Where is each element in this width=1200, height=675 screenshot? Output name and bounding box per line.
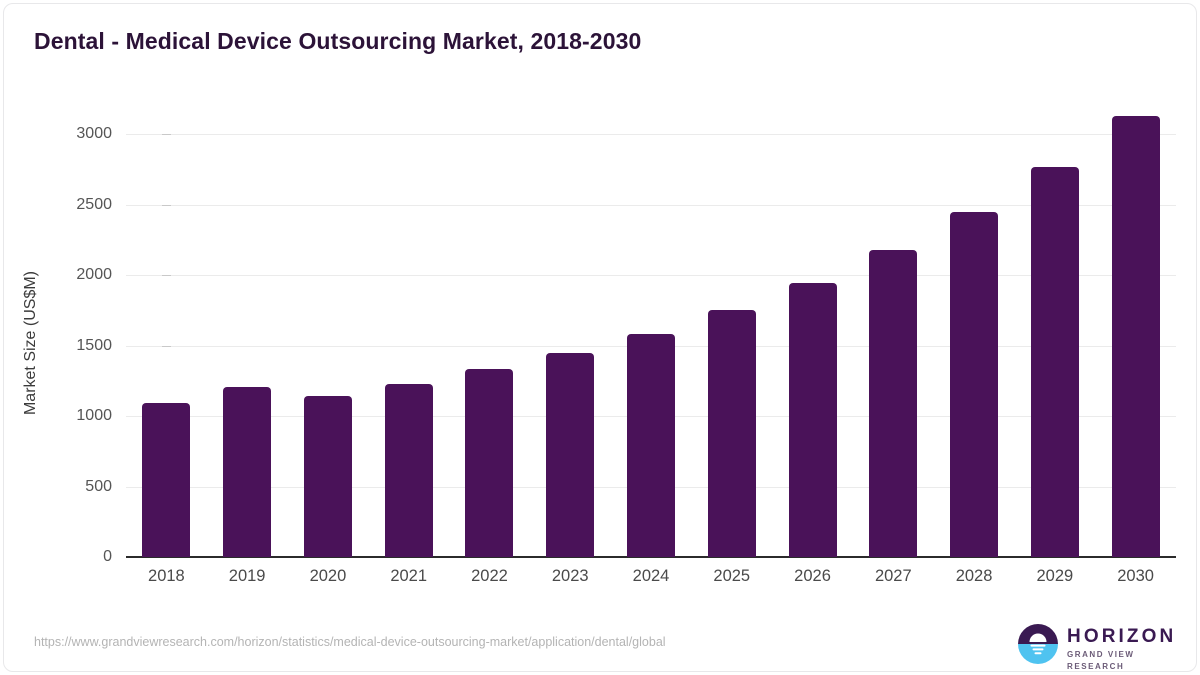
bar-2030[interactable] bbox=[1111, 116, 1160, 557]
bar-2021[interactable] bbox=[384, 384, 433, 557]
x-tick-label-2023: 2023 bbox=[551, 567, 589, 585]
plot-area: Market Size (US$M) 0 500 1000 1500 2000 2500 3… bbox=[4, 4, 1200, 675]
horizon-logo[interactable]: HORIZON GRAND VIEW RESEARCH bbox=[1017, 621, 1177, 671]
page-title: Dental - Medical Device Outsourcing Mark… bbox=[34, 28, 642, 54]
x-axis-ticks: 2018 2019 2020 2021 2022 2023 2024 2025 2026 2027… bbox=[126, 567, 1176, 597]
x-axis-line bbox=[126, 556, 1176, 558]
y-tick-label: 1500 bbox=[76, 336, 112, 354]
logo-tagline: GRAND VIEW RESEARCH bbox=[1067, 650, 1135, 671]
x-tick-label-2021: 2021 bbox=[390, 567, 428, 585]
y-tick-label: 1000 bbox=[76, 407, 112, 424]
horizon-logo-icon bbox=[1018, 624, 1058, 664]
logo-wordmark: HORIZON bbox=[1067, 626, 1177, 647]
bar-2026[interactable] bbox=[788, 282, 837, 557]
x-tick-label-2024: 2024 bbox=[632, 567, 670, 585]
y-tick-label: 0 bbox=[103, 548, 112, 565]
bar-2023[interactable] bbox=[546, 353, 595, 557]
y-tick-label: 2500 bbox=[76, 195, 112, 213]
x-tick-label-2019: 2019 bbox=[228, 567, 266, 585]
logo-text: HORIZON GRAND VIEW RESEARCH bbox=[1067, 627, 1177, 673]
x-tick-label-2029: 2029 bbox=[1036, 567, 1074, 585]
y-tick-label: 500 bbox=[85, 477, 112, 495]
bar-2024[interactable] bbox=[627, 333, 675, 557]
x-tick-label-2025: 2025 bbox=[713, 567, 751, 585]
bar-2019[interactable] bbox=[223, 387, 272, 557]
gridline bbox=[126, 204, 1176, 206]
y-tick-mark bbox=[162, 275, 171, 276]
bar-2018[interactable] bbox=[142, 403, 191, 557]
bar-2022[interactable] bbox=[465, 369, 514, 557]
y-tick-mark bbox=[162, 204, 171, 206]
bar-2028[interactable] bbox=[950, 212, 999, 557]
x-tick-label-2027: 2027 bbox=[874, 567, 912, 585]
chart-card: Dental - Medical Device Outsourcing Mark… bbox=[3, 3, 1197, 672]
bar-series bbox=[126, 4, 1176, 675]
y-tick-mark bbox=[162, 345, 171, 347]
x-tick-label-2030: 2030 bbox=[1117, 567, 1154, 585]
y-axis-ticks: 0 500 1000 1500 2000 2500 3000 bbox=[50, 4, 171, 675]
y-tick-mark bbox=[162, 134, 171, 135]
gridline bbox=[126, 134, 1176, 135]
x-tick-label-2022: 2022 bbox=[471, 567, 508, 585]
x-tick-label-2026: 2026 bbox=[794, 567, 831, 585]
bar-2020[interactable] bbox=[303, 396, 352, 557]
x-tick-label-2028: 2028 bbox=[955, 567, 993, 585]
y-tick-label: 3000 bbox=[76, 125, 112, 142]
bar-2025[interactable] bbox=[707, 310, 756, 557]
bar-2029[interactable] bbox=[1030, 167, 1079, 557]
y-tick-label: 2000 bbox=[76, 266, 112, 283]
x-tick-label-2018: 2018 bbox=[148, 567, 185, 585]
gridline bbox=[126, 275, 1176, 276]
y-axis-title: Market Size (US$M) bbox=[22, 270, 39, 416]
bar-2027[interactable] bbox=[869, 250, 918, 557]
source-url[interactable]: https://www.grandviewresearch.com/horizo… bbox=[34, 635, 666, 649]
x-tick-label-2020: 2020 bbox=[309, 567, 347, 585]
